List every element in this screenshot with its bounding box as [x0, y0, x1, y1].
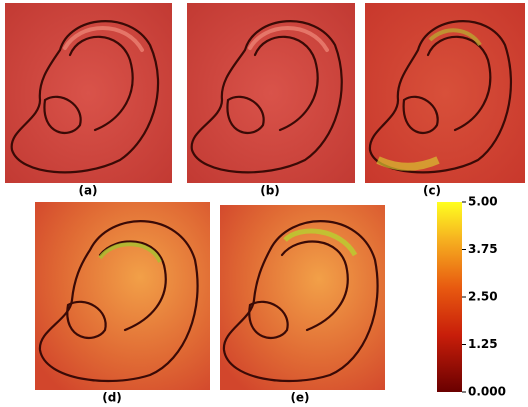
panel-label: (b) — [260, 184, 280, 198]
panel-c — [365, 3, 525, 183]
tick-label: 5.00 — [468, 195, 498, 209]
tick-label: 0.000 — [468, 385, 506, 399]
panel-label: (e) — [290, 391, 309, 405]
panel-e — [220, 205, 385, 390]
panel-label: (c) — [423, 184, 441, 198]
colorbar — [437, 202, 462, 392]
figure: (a) (b) (c) (d) (e) 0.000 1.25 2.50 3.75 5.0… — [0, 0, 528, 407]
panel-label: (a) — [78, 184, 97, 198]
tick-label: 3.75 — [468, 242, 498, 256]
panel-label: (d) — [102, 391, 122, 405]
panel-a — [5, 3, 172, 183]
tick-label: 2.50 — [468, 290, 498, 304]
panel-d — [35, 202, 210, 390]
panel-b — [187, 3, 355, 183]
colorbar-ticks: 0.000 1.25 2.50 3.75 5.00 — [462, 195, 506, 399]
tick-label: 1.25 — [468, 337, 498, 351]
